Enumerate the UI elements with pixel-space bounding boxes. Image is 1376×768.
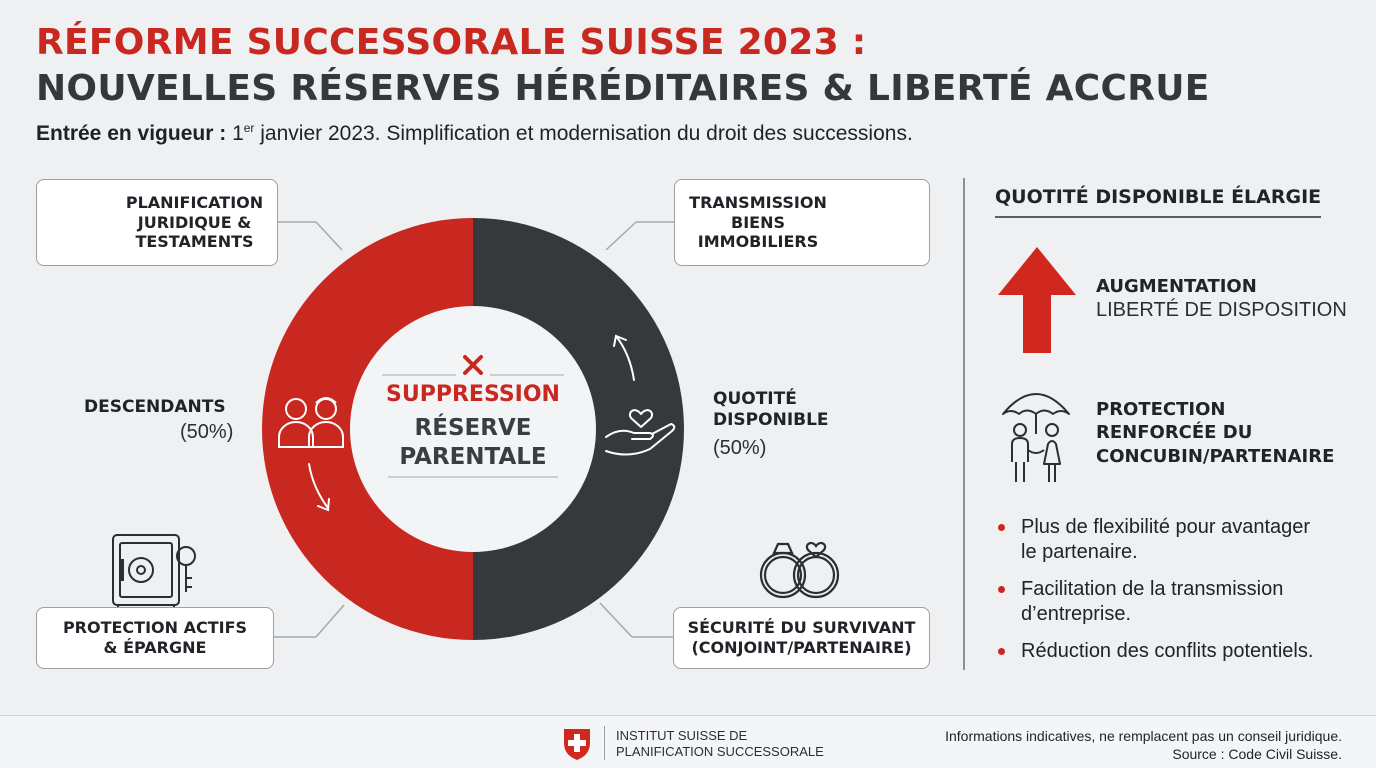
institute-line-1: INSTITUT SUISSE DE [616,728,748,743]
box-transmission-line-1: TRANSMISSION [689,193,827,213]
box-transmission-text: TRANSMISSION BIENS IMMOBILIERS [683,193,833,252]
label-descendants: DESCENDANTS [84,397,226,417]
protection-line-3: CONCUBIN/PARTENAIRE [1096,445,1335,467]
protection-text: PROTECTION RENFORCÉE DU CONCUBIN/PARTENA… [1096,398,1334,468]
box-planification-line-2: JURIDIQUE & [137,212,252,232]
bullet-1-line-1: Plus de flexibilité pour avantager [1021,516,1311,538]
increase-title: AUGMENTATION [1096,276,1257,297]
heart-hand-icon [605,409,676,456]
connector-securite-2 [599,602,633,638]
disclaimer: Informations indicatives, ne remplacent … [945,727,1342,763]
subtitle-day: 1 [232,122,244,145]
subtitle-sup: er [243,121,255,135]
box-securite-line-1: SÉCURITÉ DU SURVIVANT [687,618,916,638]
box-securite: SÉCURITÉ DU SURVIVANT (CONJOINT/PARTENAI… [673,607,930,669]
inheritance-donut-diagram [47,185,911,640]
increase-subtitle: LIBERTÉ DE DISPOSITION [1096,299,1347,321]
box-transmission-line-3: IMMOBILIERS [697,232,819,252]
list-item: Réduction des conflits potentiels. [998,639,1358,664]
up-arrow-icon [998,247,1076,353]
box-securite-line-2: (CONJOINT/PARTENAIRE) [691,638,912,657]
institute-name: INSTITUT SUISSE DE PLANIFICATION SUCCESS… [616,728,824,761]
subtitle-label: Entrée en vigueur : [36,122,227,145]
center-suppression: SUPPRESSION [386,382,560,407]
center-line-2: RÉSERVE [414,415,532,441]
center-reserve-parentale: RÉSERVE PARENTALE [362,414,584,472]
list-item: Facilitation de la transmission d’entrepr… [998,577,1358,627]
bullet-dot [998,648,1005,655]
connector-planification-2 [315,221,343,251]
box-protection-line-1: PROTECTION ACTIFS [62,618,248,638]
list-item: Plus de flexibilité pour avantager le par… [998,515,1358,565]
box-protection-text: PROTECTION ACTIFS & ÉPARGNE [63,618,247,657]
connector-transmission-2 [605,221,637,251]
protection-line-2: RENFORCÉE DU [1096,422,1253,444]
box-planification-text: PLANIFICATION JURIDIQUE & TESTAMENTS [117,193,272,252]
label-quotite-line-2: DISPONIBLE [713,410,829,431]
connector-protection-2 [315,604,345,638]
title-line-2: NOUVELLES RÉSERVES HÉRÉDITAIRES & LIBERT… [36,68,1210,109]
box-transmission: TRANSMISSION BIENS IMMOBILIERS [674,179,930,266]
curved-arrow-down-icon [308,463,330,512]
bullet-2-line-1: Facilitation de la transmission [1021,578,1284,600]
benefits-list: Plus de flexibilité pour avantager le par… [998,515,1358,676]
title-line-1: RÉFORME SUCCESSORALE SUISSE 2023 : [36,22,867,63]
box-planification-line-1: PLANIFICATION [125,193,264,213]
box-planification: PLANIFICATION JURIDIQUE & TESTAMENTS [36,179,278,266]
panel-title: QUOTITÉ DISPONIBLE ÉLARGIE [995,186,1322,218]
label-quotite-line-1: QUOTITÉ [713,389,797,409]
protection-line-1: PROTECTION [1096,399,1226,420]
bullet-3-line-1: Réduction des conflits potentiels. [1021,640,1314,662]
curved-arrow-up-icon [613,334,635,381]
subtitle: Entrée en vigueur : 1er janvier 2023. Si… [36,122,913,146]
children-icon [278,397,344,448]
box-protection-line-2: & ÉPARGNE [103,638,207,657]
label-quotite: QUOTITÉ DISPONIBLE [713,389,829,432]
donut-hole [350,306,596,552]
pct-descendants: (50%) [180,421,234,443]
footer [0,715,1376,768]
footer-separator [604,726,605,760]
subtitle-text: janvier 2023. Simplification et modernis… [260,122,913,145]
bullet-dot [998,524,1005,531]
box-protection: PROTECTION ACTIFS & ÉPARGNE [36,607,274,669]
umbrella-couple-icon [1002,393,1070,482]
box-transmission-line-2: BIENS [731,212,785,232]
box-securite-text: SÉCURITÉ DU SURVIVANT (CONJOINT/PARTENAI… [688,618,916,657]
pct-quotite: (50%) [713,437,767,459]
panel-divider [963,178,965,670]
disclaimer-line-2: Source : Code Civil Suisse. [1172,746,1342,763]
center-line-3: PARENTALE [399,443,547,470]
wedding-rings-icon [759,541,840,599]
box-planification-line-3: TESTAMENTS [135,232,254,252]
cross-icon [463,355,483,375]
bullet-2-line-2: d’entreprise. [1021,603,1132,625]
disclaimer-line-1: Informations indicatives, ne remplacent … [945,728,1342,744]
bullet-dot [998,586,1005,593]
institute-line-2: PLANIFICATION SUCCESSORALE [616,744,824,760]
swiss-cross-icon [564,729,590,760]
bullet-1-line-2: le partenaire. [1021,541,1138,563]
safe-key-icon [112,534,196,610]
